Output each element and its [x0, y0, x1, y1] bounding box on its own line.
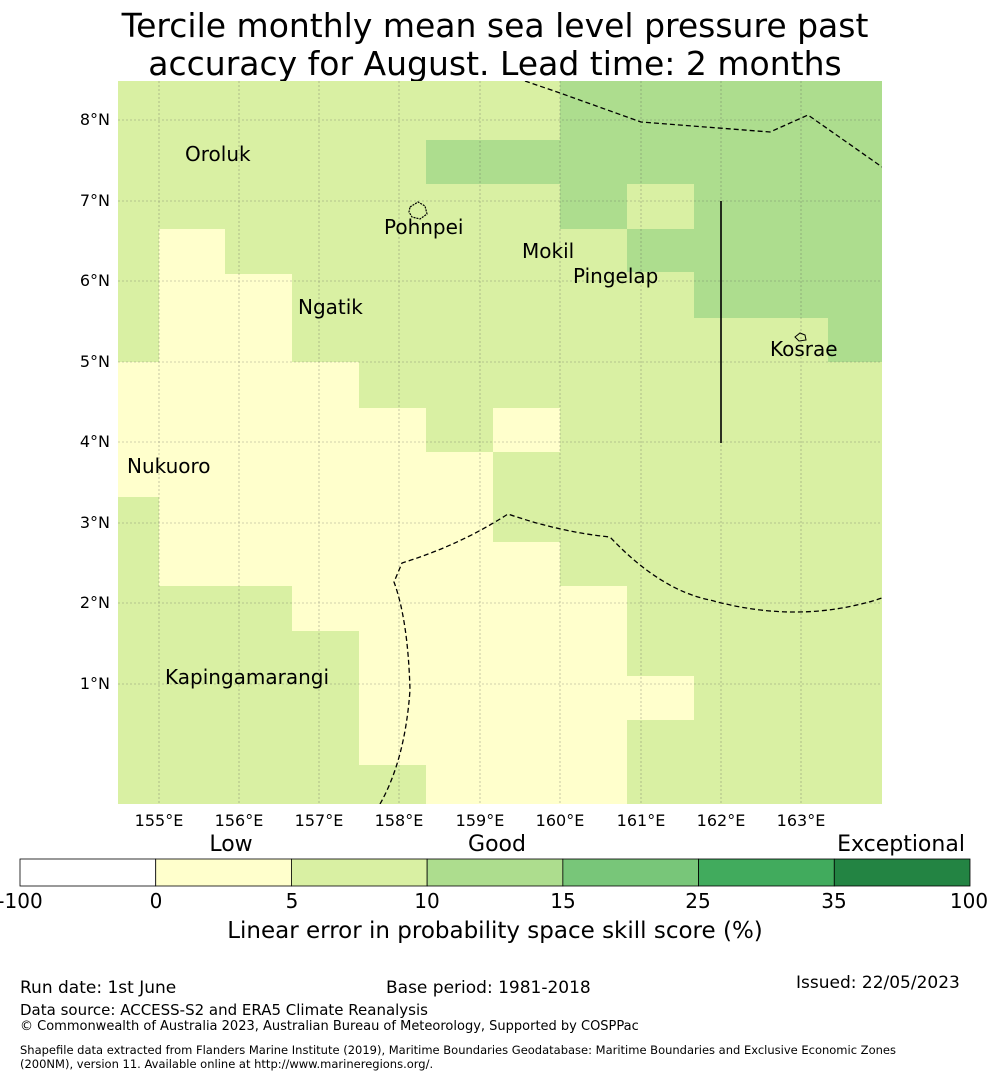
colorbar-segment [155, 858, 292, 887]
chart-title-line-1: Tercile monthly mean sea level pressure … [121, 6, 869, 45]
colorbar-segment [19, 858, 157, 887]
colorbar-tick-0: 0 [149, 889, 163, 913]
issued-date: Issued: 22/05/2023 [796, 973, 960, 993]
colorbar-tick-10: 10 [414, 889, 440, 913]
place-label-ngatik: Ngatik [298, 295, 363, 319]
region-10-15-north [426, 140, 560, 184]
eez-boundaries [379, 81, 882, 804]
lat-label-5n: 5°N [79, 352, 110, 371]
colorbar-category-exceptional: Exceptional [837, 832, 965, 857]
place-label-kapingamarangi: Kapingamarangi [165, 665, 330, 689]
lat-label-7n: 7°N [79, 191, 110, 210]
lon-label-163e: 163°E [776, 811, 826, 830]
place-label-nukuoro: Nukuoro [127, 454, 211, 478]
kosrae-island-icon [794, 332, 807, 342]
shapefile-credit-line-2: (200NM), version 11. Available online at… [20, 1057, 434, 1071]
colorbar-title: Linear error in probability space skill … [227, 918, 763, 944]
region-0-5-west [118, 229, 694, 804]
lon-label-162e: 162°E [696, 811, 746, 830]
lon-label-157e: 157°E [294, 811, 344, 830]
place-label-oroluk: Oroluk [185, 142, 251, 166]
colorbar-segment [833, 858, 971, 887]
lat-label-4n: 4°N [79, 432, 110, 451]
pohnpei-island-icon [408, 201, 428, 220]
colorbar-segment [291, 858, 428, 887]
base-period: Base period: 1981-2018 [386, 978, 591, 998]
lon-label-155e: 155°E [134, 811, 184, 830]
chart-title-line-2: accuracy for August. Lead time: 2 months [148, 44, 842, 83]
colorbar-tick-100: 100 [949, 889, 989, 913]
data-source: Data source: ACCESS-S2 and ERA5 Climate … [20, 1001, 428, 1019]
colorbar-tick-35: 35 [821, 889, 847, 913]
colorbar-segment [562, 858, 699, 887]
gridlines [118, 81, 882, 804]
lon-label-161e: 161°E [616, 811, 666, 830]
lon-label-160e: 160°E [535, 811, 585, 830]
lat-label-6n: 6°N [79, 271, 110, 290]
copyright: © Commonwealth of Australia 2023, Austra… [20, 1019, 639, 1034]
colorbar-segment [426, 858, 564, 887]
place-label-pohnpei: Pohnpei [384, 215, 464, 239]
shapefile-credit-line-1: Shapefile data extracted from Flanders M… [20, 1043, 896, 1057]
colorbar [19, 858, 971, 887]
place-label-pingelap: Pingelap [573, 264, 659, 288]
lon-label-156e: 156°E [214, 811, 264, 830]
colorbar-tick-5: 5 [285, 889, 299, 913]
region-5-10-pocket-a [627, 184, 694, 229]
map-area [118, 81, 882, 804]
lon-label-159e: 159°E [455, 811, 505, 830]
lat-label-1n: 1°N [79, 674, 110, 693]
region-0-5-spot [493, 408, 560, 452]
place-label-kosrae: Kosrae [770, 337, 838, 361]
lon-label-158e: 158°E [374, 811, 424, 830]
place-label-mokil: Mokil [522, 239, 575, 263]
colorbar-tick-neg100: -100 [0, 889, 43, 913]
run-date: Run date: 1st June [20, 978, 177, 998]
lat-label-2n: 2°N [79, 593, 110, 612]
colorbar-category-good: Good [468, 832, 526, 857]
colorbar-segment [698, 858, 835, 887]
colorbar-tick-15: 15 [550, 889, 576, 913]
colorbar-category-low: Low [209, 832, 253, 857]
lat-label-3n: 3°N [79, 513, 110, 532]
colorbar-tick-25: 25 [685, 889, 711, 913]
lat-label-8n: 8°N [79, 110, 110, 129]
